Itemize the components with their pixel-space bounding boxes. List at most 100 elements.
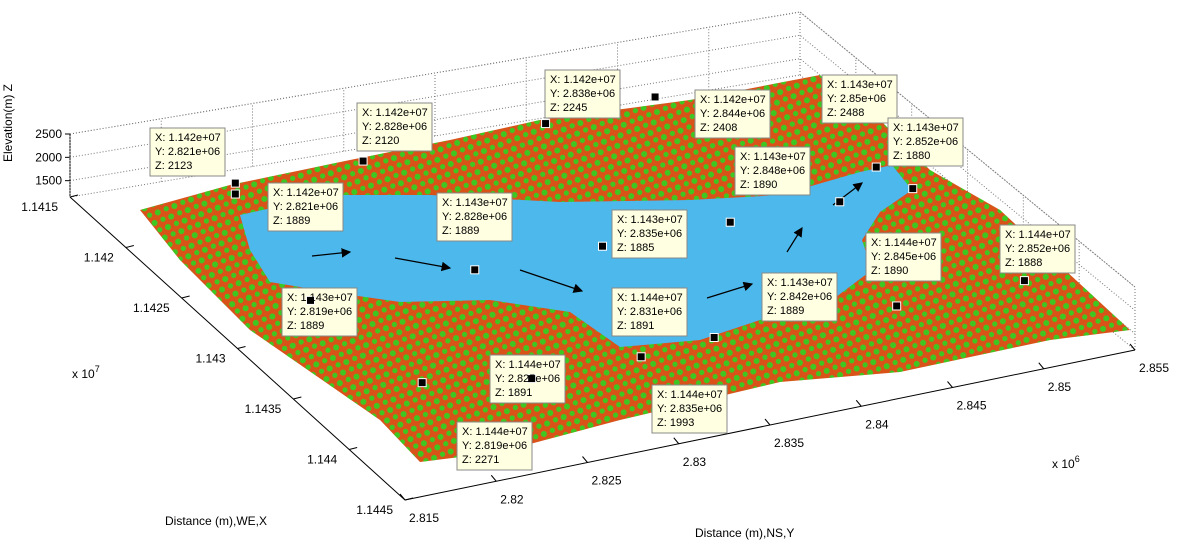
datatip-line: Y: 2.828e+06 (442, 211, 507, 223)
datatip-value: 1889 (286, 215, 310, 227)
datatip-marker (417, 378, 427, 388)
datatip-value: 1880 (906, 150, 930, 162)
datatip: X: 1.144e+07Y: 2.831e+06Z: 1891 (611, 287, 688, 362)
datatip-value: 1891 (508, 387, 532, 399)
datatip-value: 1888 (1018, 257, 1042, 269)
datatip-value: 2408 (713, 122, 737, 134)
datatip-line: Y: 2.838e+06 (550, 88, 615, 100)
datatip-field: Y: (657, 403, 670, 415)
datatip-line: Z: 1880 (893, 150, 930, 162)
tick-mark (125, 245, 134, 248)
z-tick-label: 2000 (35, 150, 62, 164)
datatip-value: 2.821e+06 (168, 146, 220, 158)
datatip-marker (230, 178, 240, 188)
datatip: X: 1.143e+07Y: 2.852e+06Z: 1880 (887, 117, 964, 194)
datatip-line: Y: 2.835e+06 (657, 403, 722, 415)
datatip-field: Z: (893, 150, 906, 162)
datatip-box (694, 89, 771, 139)
datatip-value: 2488 (840, 107, 864, 119)
tick-mark (764, 418, 771, 426)
datatip: X: 1.144e+07Y: 2.835e+06Z: 1993 (651, 332, 728, 434)
datatip: X: 1.144e+07Y: 2.819e+06Z: 2271 (417, 378, 533, 471)
datatip-field: X: (617, 214, 630, 226)
datatip-value: 1.142e+07 (286, 187, 338, 199)
datatip-line: Y: 2.835e+06 (617, 228, 682, 240)
datatip: X: 1.143e+07Y: 2.848e+06Z: 1890 (734, 146, 845, 207)
x-axis-label: Distance (m),WE,X (165, 514, 267, 528)
datatip-field: Z: (1005, 257, 1018, 269)
z-axis-label: Elevation(m) Z (1, 84, 15, 162)
datatip-value: 2120 (375, 135, 399, 147)
datatip-line: X: 1.143e+07 (287, 292, 353, 304)
datatip-value: 1.142e+07 (168, 132, 220, 144)
datatip-value: 1.143e+07 (906, 122, 958, 134)
datatip-line: Z: 1885 (617, 242, 654, 254)
datatip-field: Y: (767, 291, 780, 303)
datatip-line: Z: 1889 (442, 225, 479, 237)
datatip-line: Z: 1889 (273, 215, 310, 227)
datatip-line: X: 1.144e+07 (617, 292, 683, 304)
datatip-field: Y: (550, 88, 563, 100)
tick-mark (1038, 362, 1045, 370)
datatip-value: 2.845e+06 (884, 251, 936, 263)
datatip-marker (306, 295, 315, 305)
tick-mark (349, 447, 358, 450)
datatip-value: 2.842e+06 (780, 291, 832, 303)
datatip-box (149, 127, 226, 177)
datatip-value: 2.838e+06 (563, 88, 615, 100)
datatip-field: X: (740, 151, 753, 163)
terrain (140, 75, 1130, 462)
datatip-value: 2.821e+06 (286, 201, 338, 213)
datatip-field: Y: (893, 136, 906, 148)
datatip-field: Y: (740, 165, 753, 177)
datatip-line: X: 1.144e+07 (871, 237, 937, 249)
box-edge (69, 74, 801, 198)
tick-mark (490, 474, 497, 482)
datatip-line: Y: 2.85e+06 (827, 93, 886, 105)
datatip-field: X: (700, 94, 713, 106)
datatip-field: X: (155, 132, 168, 144)
datatip-value: 1889 (300, 320, 324, 332)
datatip-field: X: (495, 359, 508, 371)
x-multiplier-exp: 7 (95, 364, 100, 374)
datatip-line: X: 1.142e+07 (273, 187, 339, 199)
y-tick-label: 2.82 (500, 492, 524, 506)
y-tick-label: 2.855 (1139, 361, 1169, 375)
datatip-value: 2.828e+06 (375, 121, 427, 133)
datatip-field: Y: (287, 306, 300, 318)
z-tick-label: 1500 (35, 174, 62, 188)
datatip-value: 2.825e+06 (508, 373, 560, 385)
datatip-value: 1.142e+07 (563, 74, 615, 86)
datatip-line: X: 1.143e+07 (893, 122, 959, 134)
datatip-line: X: 1.142e+07 (362, 107, 428, 119)
datatip-box (761, 272, 838, 322)
datatip-line: X: 1.142e+07 (550, 74, 616, 86)
datatip-field: Y: (362, 121, 375, 133)
tick-mark (399, 493, 406, 501)
datatip-field: Y: (155, 146, 168, 158)
datatip-value: 2.844e+06 (713, 108, 765, 120)
datatip-field: Z: (495, 387, 508, 399)
datatip-line: Y: 2.825e+06 (495, 373, 560, 385)
datatip-line: Z: 1888 (1005, 257, 1042, 269)
datatip-line: Z: 1890 (740, 179, 777, 191)
y-tick-label: 2.835 (774, 436, 804, 450)
flow-arrow (394, 257, 452, 272)
datatip-line: Y: 2.852e+06 (1005, 243, 1070, 255)
z-tick-label: 2500 (35, 127, 62, 141)
flow-arrow (706, 281, 754, 299)
datatip-value: 1.143e+07 (753, 151, 805, 163)
tick-mark (69, 194, 79, 198)
y-tick-label: 2.85 (1048, 380, 1072, 394)
datatip-value: 1993 (670, 417, 694, 429)
datatip-line: X: 1.143e+07 (442, 197, 508, 209)
x-tick-label: 1.1435 (245, 402, 282, 416)
datatip-field: X: (1005, 229, 1018, 241)
datatip-line: Y: 2.819e+06 (462, 440, 527, 452)
datatip-value: 1.143e+07 (630, 214, 682, 226)
x-tick-label: 1.1415 (21, 200, 58, 214)
datatip-line: X: 1.143e+07 (827, 79, 893, 91)
flow-arrow (311, 248, 352, 258)
datatip-field: Z: (871, 265, 884, 277)
